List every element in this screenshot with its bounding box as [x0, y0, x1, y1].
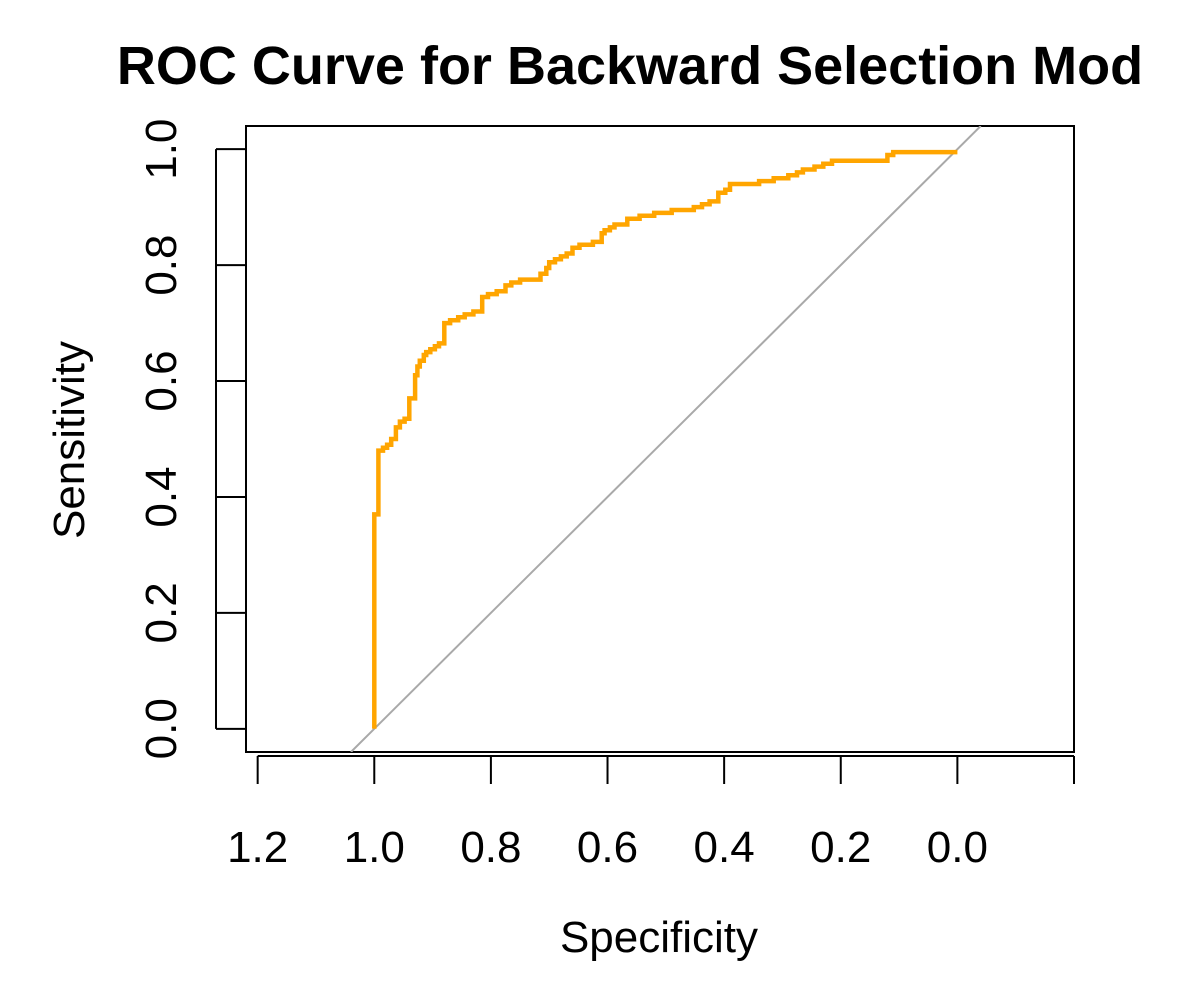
y-tick-label: 0.6 [137, 350, 186, 411]
x-tick-label: 0.6 [577, 823, 638, 872]
y-axis-title: Sensitivity [45, 341, 94, 539]
y-axis: 0.0 0.2 0.4 0.6 0.8 1.0 [137, 119, 246, 759]
x-tick-label: 0.0 [927, 823, 988, 872]
chart-title: ROC Curve for Backward Selection Mod [117, 36, 1143, 96]
x-tick-label: 0.4 [694, 823, 755, 872]
plot-area-frame [245, 125, 1075, 753]
x-axis: 1.2 1.0 0.8 0.6 0.4 0.2 0.0 [227, 755, 1075, 872]
x-tick-label: 0.2 [810, 823, 871, 872]
x-axis-title: Specificity [560, 913, 758, 962]
plot-content [350, 126, 982, 752]
x-tick-label: 1.0 [344, 823, 405, 872]
roc-curve-line [372, 149, 958, 729]
y-tick-label: 0.8 [137, 235, 186, 296]
reference-diagonal-line [350, 126, 982, 752]
y-tick-label: 0.4 [137, 466, 186, 527]
y-tick-label: 0.2 [137, 582, 186, 643]
y-tick-label: 0.0 [137, 698, 186, 759]
y-tick-label: 1.0 [137, 119, 186, 180]
x-tick-label: 0.8 [460, 823, 521, 872]
x-tick-label: 1.2 [227, 823, 288, 872]
